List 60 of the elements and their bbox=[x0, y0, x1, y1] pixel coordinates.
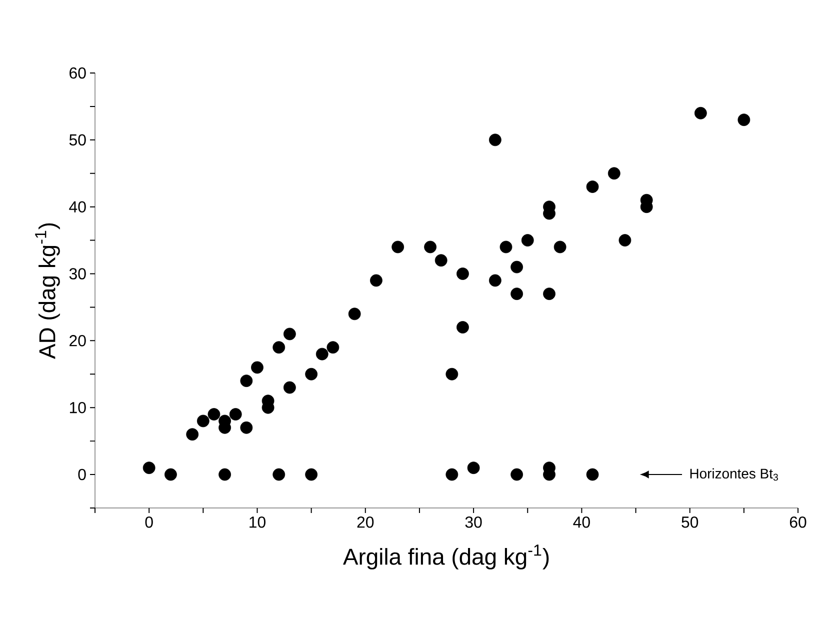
x-tick-label: 20 bbox=[357, 516, 374, 528]
point bbox=[240, 374, 253, 388]
point bbox=[348, 308, 361, 320]
point bbox=[618, 234, 632, 246]
point bbox=[316, 348, 328, 360]
point bbox=[586, 180, 599, 193]
y-tick-label: 30 bbox=[69, 268, 86, 280]
point bbox=[467, 462, 480, 474]
y-tick-label: 0 bbox=[78, 468, 86, 480]
point bbox=[272, 468, 286, 481]
point bbox=[446, 368, 458, 380]
point bbox=[446, 468, 458, 481]
point bbox=[142, 462, 156, 474]
point bbox=[283, 381, 296, 394]
point bbox=[370, 274, 382, 287]
point bbox=[196, 414, 210, 428]
point bbox=[510, 468, 524, 481]
point bbox=[283, 328, 296, 340]
x-tick-label: 10 bbox=[250, 516, 266, 528]
point bbox=[554, 240, 566, 254]
annotation: Horizontes Bt$_{3}$ bbox=[690, 468, 778, 481]
point bbox=[586, 468, 599, 481]
point bbox=[456, 268, 469, 280]
y-tick-label: 10 bbox=[70, 402, 86, 414]
point bbox=[229, 408, 242, 420]
x-tick-label: 40 bbox=[573, 516, 590, 528]
y-tick-label: 60 bbox=[70, 67, 86, 79]
point bbox=[543, 288, 556, 300]
point bbox=[240, 421, 253, 434]
point bbox=[164, 468, 177, 481]
y-axis-title: AD (dag kg$^{-1}$) bbox=[35, 223, 60, 359]
x-axis-title: Argila fina (dag kg$^{-1}$) bbox=[343, 544, 549, 570]
point bbox=[326, 341, 340, 354]
x-tick-label: 50 bbox=[682, 516, 698, 528]
point bbox=[521, 234, 534, 246]
point bbox=[488, 274, 502, 287]
point bbox=[694, 106, 707, 120]
x-tick-label: 0 bbox=[145, 516, 153, 528]
point bbox=[500, 240, 512, 254]
point bbox=[510, 288, 524, 300]
point bbox=[488, 134, 502, 146]
point bbox=[305, 368, 318, 380]
point bbox=[218, 468, 231, 481]
x-tick-label: 30 bbox=[465, 516, 482, 528]
y-tick-label: 40 bbox=[69, 201, 86, 212]
point bbox=[392, 240, 404, 254]
point bbox=[186, 428, 199, 441]
point bbox=[208, 408, 220, 420]
point bbox=[434, 254, 448, 267]
point bbox=[424, 240, 436, 254]
point bbox=[305, 468, 318, 481]
point bbox=[738, 114, 750, 126]
x-tick-label: 60 bbox=[790, 516, 806, 528]
point bbox=[510, 260, 524, 274]
point bbox=[251, 361, 264, 374]
point bbox=[272, 341, 286, 354]
point bbox=[608, 167, 620, 180]
y-tick-label: 50 bbox=[69, 134, 86, 146]
point bbox=[456, 321, 469, 334]
y-tick-label: 20 bbox=[70, 335, 86, 346]
